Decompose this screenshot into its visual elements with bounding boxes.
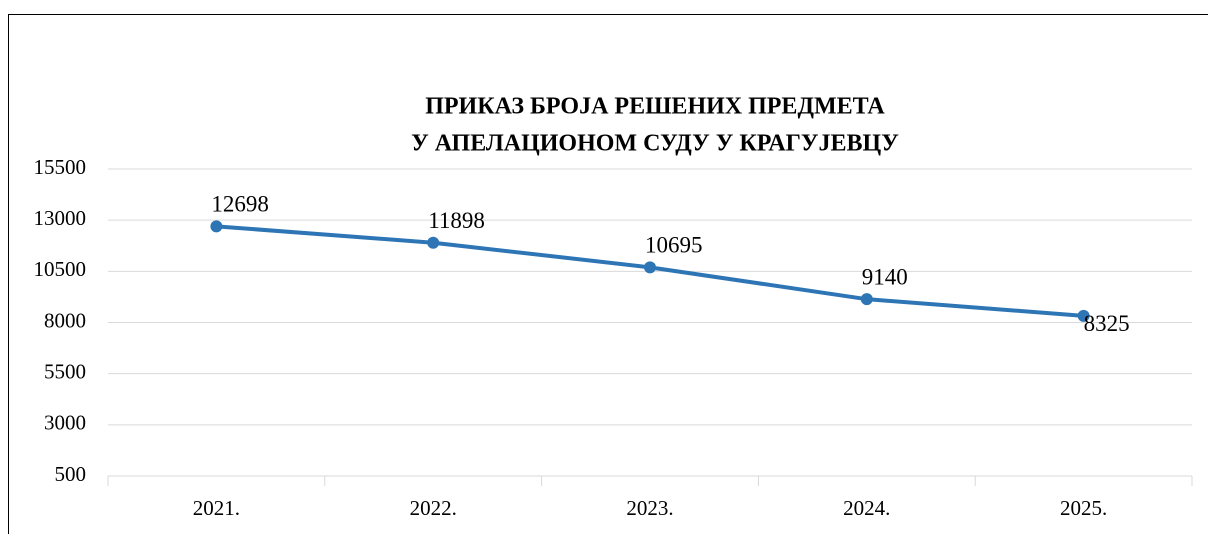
y-tick-label: 5500: [44, 359, 86, 383]
data-point: [1077, 309, 1090, 322]
y-tick-label: 3000: [44, 411, 86, 435]
y-tick-label: 13000: [34, 206, 87, 230]
x-tick-label: 2022.: [410, 496, 457, 520]
data-point: [860, 293, 873, 306]
chart-title: ПРИКАЗ БРОЈА РЕШЕНИХ ПРЕДМЕТА: [425, 94, 885, 120]
y-tick-label: 8000: [44, 308, 86, 332]
x-tick-label: 2021.: [193, 496, 240, 520]
data-point: [644, 261, 656, 274]
data-label: 10695: [645, 233, 703, 258]
x-tick-label: 2024.: [843, 496, 890, 520]
x-tick-label: 2023.: [626, 496, 673, 520]
x-tick-label: 2025.: [1060, 496, 1107, 520]
y-tick-label: 500: [55, 462, 87, 486]
data-point: [210, 220, 223, 233]
data-label: 8325: [1084, 311, 1130, 336]
data-label: 12698: [211, 192, 269, 217]
data-label: 9140: [862, 264, 908, 289]
data-point: [427, 236, 440, 249]
y-tick-label: 10500: [34, 257, 87, 281]
chart-title: У АПЕЛАЦИОНОМ СУДУ У КРАГУЈЕВЦУ: [411, 131, 899, 157]
y-tick-label: 15500: [34, 155, 87, 179]
data-label: 11898: [428, 208, 485, 233]
